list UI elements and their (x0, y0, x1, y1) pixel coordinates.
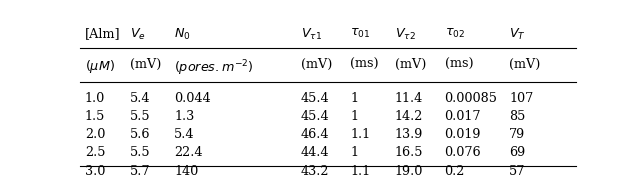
Text: 1.1: 1.1 (350, 165, 371, 178)
Text: (mV): (mV) (301, 58, 332, 71)
Text: 16.5: 16.5 (395, 146, 424, 159)
Text: 1.5: 1.5 (85, 110, 106, 123)
Text: 5.5: 5.5 (129, 110, 150, 123)
Text: 2.0: 2.0 (85, 128, 106, 141)
Text: $(pores.m^{-2})$: $(pores.m^{-2})$ (174, 58, 253, 78)
Text: 5.4: 5.4 (174, 128, 195, 141)
Text: 79: 79 (509, 128, 525, 141)
Text: (mV): (mV) (509, 58, 540, 71)
Text: (mV): (mV) (129, 58, 161, 71)
Text: 5.4: 5.4 (129, 92, 150, 105)
Text: (mV): (mV) (395, 58, 426, 71)
Text: 2.5: 2.5 (85, 146, 106, 159)
Text: 85: 85 (509, 110, 525, 123)
Text: 0.00085: 0.00085 (445, 92, 497, 105)
Text: 19.0: 19.0 (395, 165, 423, 178)
Text: 140: 140 (174, 165, 198, 178)
Text: 5.6: 5.6 (129, 128, 150, 141)
Text: 0.2: 0.2 (445, 165, 465, 178)
Text: 0.076: 0.076 (445, 146, 481, 159)
Text: 1.0: 1.0 (85, 92, 105, 105)
Text: 11.4: 11.4 (395, 92, 423, 105)
Text: 46.4: 46.4 (301, 128, 329, 141)
Text: $\tau_{02}$: $\tau_{02}$ (445, 27, 465, 40)
Text: 44.4: 44.4 (301, 146, 329, 159)
Text: $V_{\tau 2}$: $V_{\tau 2}$ (395, 27, 416, 42)
Text: 5.5: 5.5 (129, 146, 150, 159)
Text: (ms): (ms) (445, 58, 473, 71)
Text: 14.2: 14.2 (395, 110, 423, 123)
Text: 43.2: 43.2 (301, 165, 329, 178)
Text: 0.044: 0.044 (174, 92, 211, 105)
Text: 1: 1 (350, 110, 358, 123)
Text: 45.4: 45.4 (301, 92, 330, 105)
Text: 107: 107 (509, 92, 533, 105)
Text: 0.017: 0.017 (445, 110, 481, 123)
Text: 0.019: 0.019 (445, 128, 481, 141)
Text: 57: 57 (509, 165, 525, 178)
Text: (ms): (ms) (350, 58, 379, 71)
Text: 1: 1 (350, 92, 358, 105)
Text: $(\mu M)$: $(\mu M)$ (85, 58, 115, 75)
Text: $V_{\tau 1}$: $V_{\tau 1}$ (301, 27, 322, 42)
Text: 13.9: 13.9 (395, 128, 423, 141)
Text: $\tau_{01}$: $\tau_{01}$ (350, 27, 371, 40)
Text: $V_e$: $V_e$ (129, 27, 145, 42)
Text: 69: 69 (509, 146, 525, 159)
Text: 22.4: 22.4 (174, 146, 203, 159)
Text: 1.3: 1.3 (174, 110, 195, 123)
Text: 1: 1 (350, 146, 358, 159)
Text: 1.1: 1.1 (350, 128, 371, 141)
Text: 45.4: 45.4 (301, 110, 330, 123)
Text: 3.0: 3.0 (85, 165, 106, 178)
Text: $V_T$: $V_T$ (509, 27, 526, 42)
Text: 5.7: 5.7 (129, 165, 150, 178)
Text: $N_0$: $N_0$ (174, 27, 191, 42)
Text: [Alm]: [Alm] (85, 27, 120, 40)
